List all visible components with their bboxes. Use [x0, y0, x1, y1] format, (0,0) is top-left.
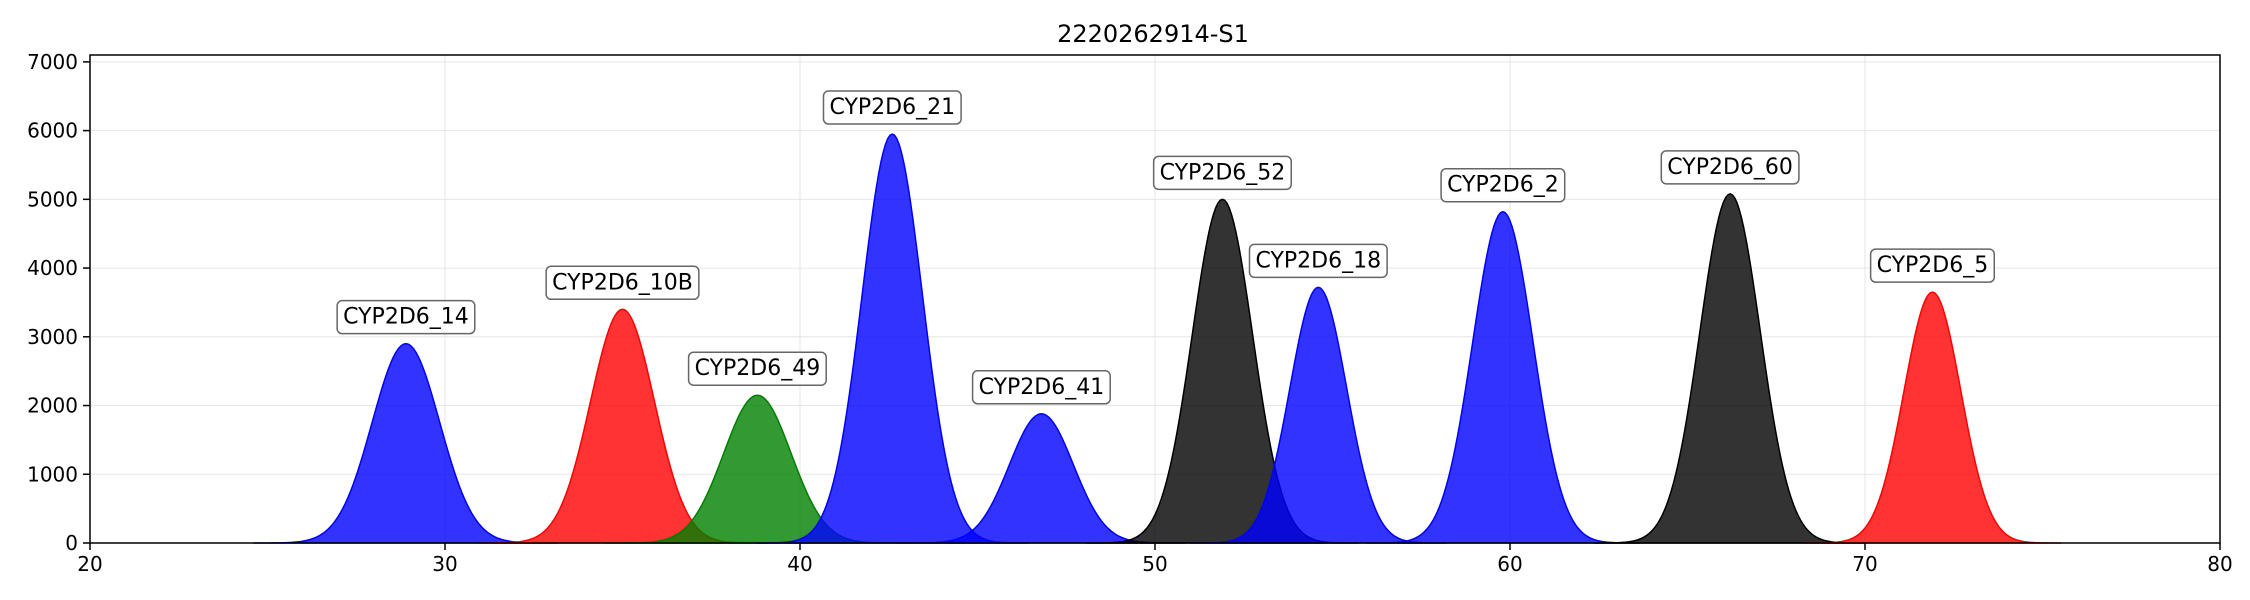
peak-label: CYP2D6_52	[1160, 160, 1286, 185]
peaks	[253, 133, 2061, 544]
peak-label: CYP2D6_21	[829, 95, 955, 120]
peak-label: CYP2D6_5	[1877, 253, 1989, 278]
peak-label: CYP2D6_60	[1667, 155, 1793, 180]
x-tick-label: 70	[1852, 552, 1877, 576]
y-tick-label: 2000	[27, 394, 78, 418]
peak-area	[1803, 291, 2061, 544]
peak-area	[1366, 210, 1640, 544]
peak-label: CYP2D6_49	[695, 356, 821, 381]
peak-area	[1593, 193, 1867, 544]
x-tick-label: 40	[787, 552, 812, 576]
x-tick-label: 20	[77, 552, 102, 576]
y-tick-label: 3000	[27, 325, 78, 349]
peak-label: CYP2D6_2	[1447, 173, 1559, 198]
peak-label-box	[822, 90, 962, 125]
peak-label-box	[1152, 155, 1293, 191]
x-tick-label: 60	[1497, 552, 1522, 576]
peak-label: CYP2D6_10B	[552, 270, 693, 295]
peak-labels: CYP2D6_14 CYP2D6_10B CYP2D6_49 CYP2D6_21 CYP…	[336, 90, 1996, 405]
peak-label-box	[1660, 150, 1800, 185]
y-tick-label: 5000	[27, 187, 78, 211]
y-tick-label: 0	[65, 531, 78, 555]
y-tick-label: 6000	[27, 119, 78, 143]
peak-area	[253, 342, 559, 544]
peak-label-box	[971, 370, 1111, 405]
peak-label: CYP2D6_41	[979, 375, 1105, 400]
axes: 20 30 40 50 60 70 80 0 1000 2000 3000 4000 5000 6000 7…	[27, 50, 2233, 576]
peak-label-box	[1869, 248, 1996, 283]
peak-label-box	[687, 351, 827, 386]
y-tick-label: 7000	[27, 50, 78, 74]
x-tick-label: 50	[1142, 552, 1167, 576]
chart-title: 2220262914-S1	[1057, 20, 1249, 48]
peak-label: CYP2D6_18	[1255, 248, 1381, 273]
x-tick-label: 80	[2207, 552, 2232, 576]
y-tick-label: 1000	[27, 462, 78, 486]
grid	[89, 55, 2221, 544]
x-tick-label: 30	[432, 552, 457, 576]
peak-label-box	[1248, 243, 1388, 279]
y-tick-label: 4000	[27, 256, 78, 280]
peak-label-box	[336, 299, 476, 335]
peak-label: CYP2D6_14	[343, 305, 469, 330]
peak-label-box	[1440, 167, 1566, 203]
peak-label-box	[545, 265, 700, 301]
